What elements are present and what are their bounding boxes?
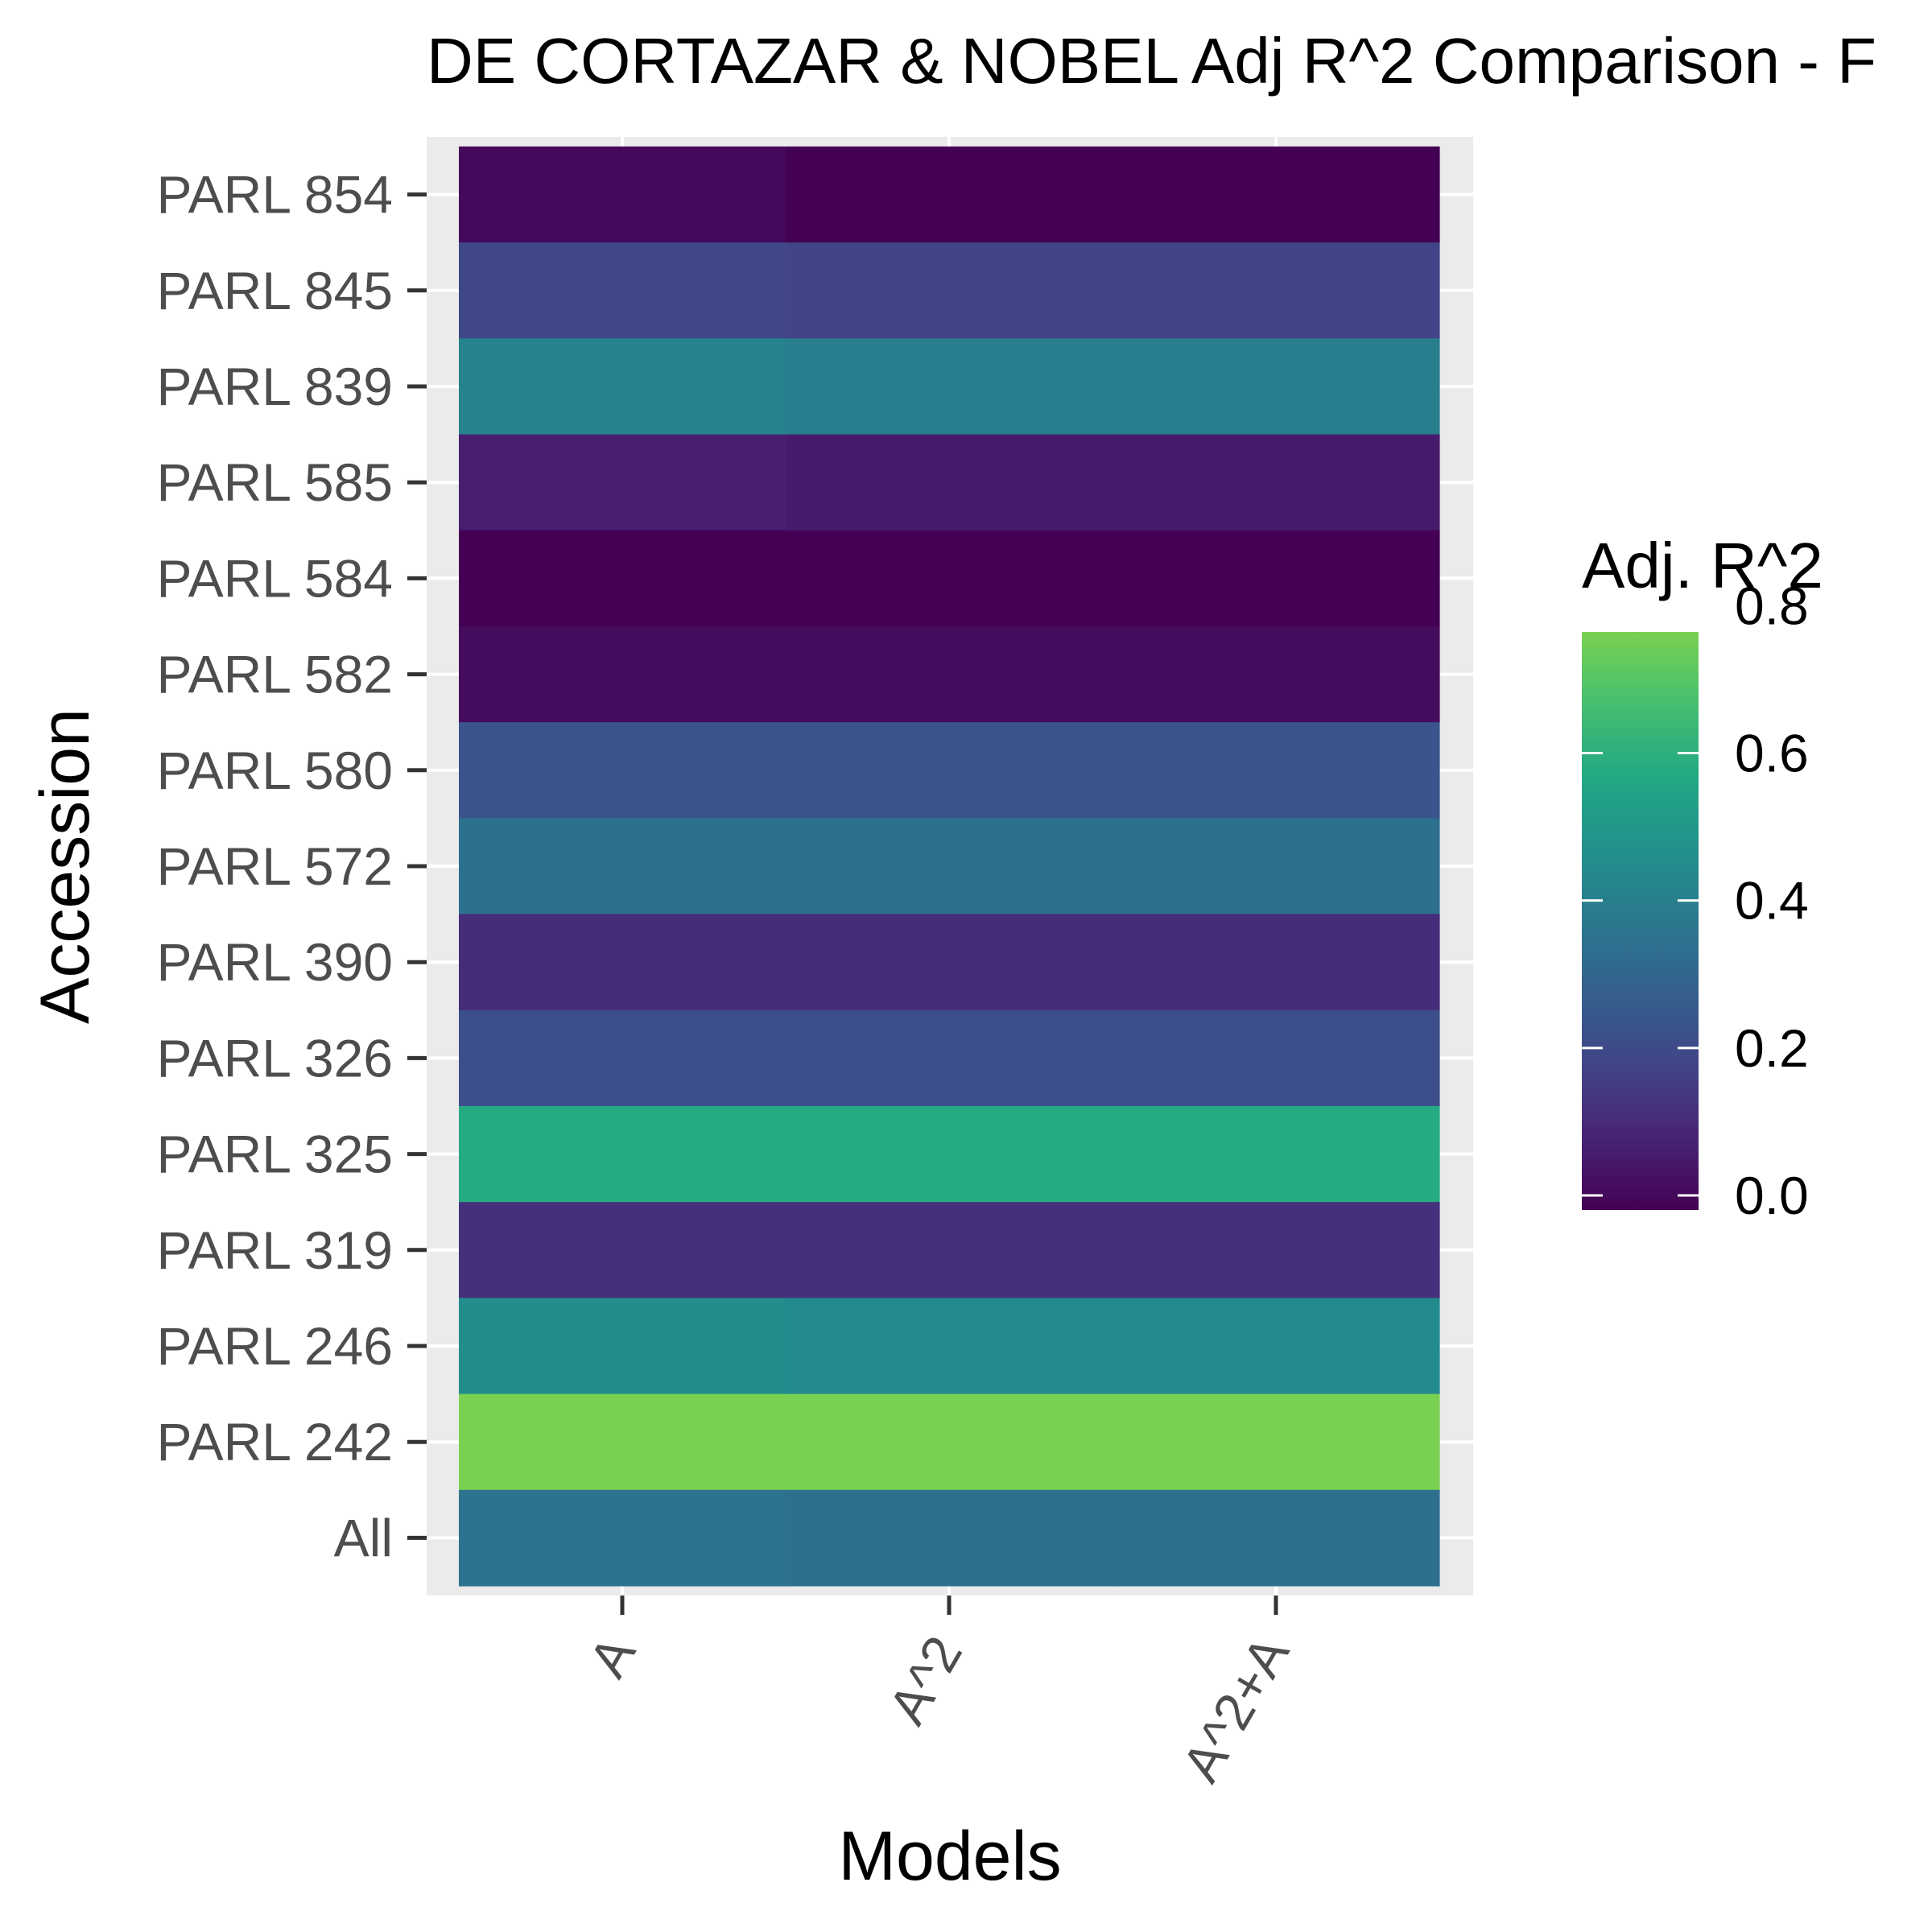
y-tick-label: PARL 242: [156, 1412, 393, 1472]
y-tick-label: PARL 582: [156, 645, 393, 704]
chart-title: DE CORTAZAR & NOBEL Adj R^2 Comparison -…: [427, 25, 1876, 97]
heatmap-cell: [459, 818, 786, 915]
heatmap-cell: [459, 722, 786, 819]
heatmap-cell: [786, 722, 1113, 819]
y-tick-label: PARL 854: [156, 165, 393, 225]
y-tick-label: PARL 572: [156, 836, 393, 896]
y-axis-ticks: PARL 854 PARL 845 PARL 839 PARL 585 PARL 584…: [156, 165, 427, 1567]
y-tick-label: PARL 246: [156, 1316, 393, 1376]
heatmap-cell: [459, 626, 786, 723]
y-tick-label: PARL 326: [156, 1028, 393, 1088]
x-tick-label: A^2: [877, 1626, 973, 1734]
heatmap-cell: [1113, 530, 1440, 627]
heatmap-cell: [786, 147, 1113, 243]
y-tick-label: PARL 585: [156, 452, 393, 512]
colorbar-tick-label: 0.0: [1735, 1166, 1809, 1225]
y-tick-label: PARL 845: [156, 261, 393, 320]
y-tick-label: PARL 584: [156, 548, 393, 608]
heatmap-cell: [1113, 147, 1440, 243]
heatmap-cell: [786, 1298, 1113, 1395]
heatmap-cell: [459, 147, 786, 243]
heatmap-cells: [459, 147, 1440, 1587]
heatmap-cell: [459, 914, 786, 1011]
heatmap-cell: [786, 242, 1113, 339]
colorbar-title: Adj. R^2: [1582, 530, 1823, 601]
colorbar-tick-label: 0.6: [1735, 724, 1809, 783]
x-tick-label: A: [577, 1626, 646, 1686]
heatmap-cell: [459, 1298, 786, 1395]
heatmap-cell: [459, 242, 786, 339]
heatmap-cell: [786, 338, 1113, 436]
x-axis-title: Models: [838, 1818, 1061, 1895]
y-tick-label: PARL 580: [156, 741, 393, 800]
heatmap-cell: [1113, 1298, 1440, 1395]
colorbar-legend: Adj. R^2 0.0 0.2 0.4 0.6 0.8: [1582, 530, 1823, 1225]
x-axis-ticks: A A^2 A^2+A: [577, 1596, 1300, 1791]
heatmap-cell: [459, 1009, 786, 1107]
colorbar-tick-label: 0.2: [1735, 1018, 1809, 1078]
heatmap-cell: [459, 1489, 786, 1587]
colorbar-tick-label: 0.4: [1735, 871, 1809, 931]
x-tick-label: A^2+A: [1170, 1626, 1300, 1791]
heatmap-cell: [1113, 1393, 1440, 1491]
heatmap-cell: [459, 1202, 786, 1298]
heatmap-cell: [459, 1106, 786, 1203]
heatmap-cell: [459, 434, 786, 531]
colorbar-tick-label: 0.8: [1735, 576, 1809, 635]
y-tick-label: All: [334, 1508, 393, 1567]
y-tick-label: PARL 319: [156, 1220, 393, 1280]
heatmap-cell: [786, 1393, 1113, 1491]
heatmap-cell: [786, 1009, 1113, 1107]
heatmap-cell: [786, 818, 1113, 915]
heatmap-cell: [1113, 1489, 1440, 1587]
heatmap-cell: [1113, 434, 1440, 531]
colorbar: [1582, 632, 1699, 1210]
heatmap-cell: [786, 1202, 1113, 1298]
heatmap-cell: [786, 530, 1113, 627]
heatmap-cell: [1113, 338, 1440, 436]
heatmap-cell: [786, 434, 1113, 531]
heatmap-cell: [1113, 1106, 1440, 1203]
heatmap-cell: [786, 1106, 1113, 1203]
heatmap-cell: [786, 1489, 1113, 1587]
heatmap-cell: [1113, 914, 1440, 1011]
colorbar-ticks: 0.0 0.2 0.4 0.6 0.8: [1582, 576, 1809, 1225]
y-tick-label: PARL 325: [156, 1125, 393, 1184]
y-axis-title: Accession: [27, 708, 104, 1024]
heatmap-cell: [1113, 242, 1440, 339]
heatmap-cell: [1113, 1009, 1440, 1107]
y-tick-label: PARL 390: [156, 932, 393, 992]
y-tick-label: PARL 839: [156, 357, 393, 416]
heatmap-cell: [1113, 626, 1440, 723]
heatmap-cell: [1113, 722, 1440, 819]
heatmap-cell: [459, 530, 786, 627]
heatmap-cell: [1113, 818, 1440, 915]
heatmap-cell: [1113, 1202, 1440, 1298]
heatmap-cell: [459, 1393, 786, 1491]
heatmap-cell: [459, 338, 786, 436]
heatmap-cell: [786, 626, 1113, 723]
heatmap-cell: [786, 914, 1113, 1011]
